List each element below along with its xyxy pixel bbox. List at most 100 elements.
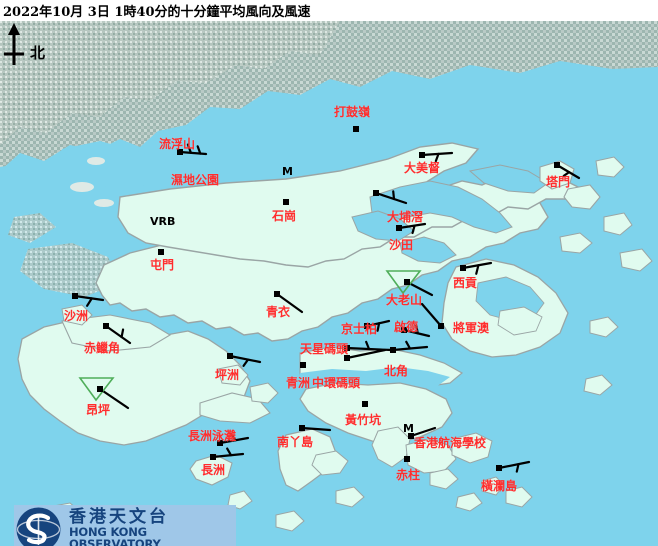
station-marker[interactable]	[344, 345, 350, 351]
station-marker[interactable]	[404, 456, 410, 462]
station-marker[interactable]	[554, 162, 560, 168]
station-label: 沙田	[389, 238, 414, 252]
north-label: 北	[30, 44, 46, 62]
station-label: 坪洲	[215, 368, 240, 382]
hko-badge-icon	[14, 505, 63, 546]
wind-barb	[373, 190, 408, 205]
station-label: 中環碼頭	[312, 376, 361, 390]
station-marker[interactable]	[283, 199, 289, 205]
wind-barb-layer	[72, 126, 581, 473]
station-label: 西貢	[453, 276, 478, 290]
station-marker[interactable]	[390, 347, 396, 353]
station-label: 長洲泳灘	[188, 429, 237, 443]
station-marker[interactable]	[460, 265, 466, 271]
station-marker[interactable]	[419, 152, 425, 158]
station-label: 黃竹坑	[345, 413, 382, 427]
station-label: 橫瀾島	[481, 479, 518, 493]
station-marker[interactable]	[364, 323, 370, 329]
wind-barb	[420, 302, 444, 329]
title-bar: 2022年10月 3日 1時40分的十分鐘平均風向及風速	[0, 0, 658, 21]
station-marker[interactable]	[97, 386, 103, 392]
hko-name-en: HONG KONG OBSERVATORY	[69, 524, 161, 546]
station-label: 沙洲	[64, 309, 89, 323]
station-label: 大美督	[404, 161, 441, 175]
station-label: 流浮山	[159, 137, 196, 151]
wind-barb	[362, 401, 368, 407]
station-marker[interactable]	[299, 425, 305, 431]
map-canvas[interactable]: 北 流浮山 濕地公園 打鼓嶺 石崗 M 屯門 VRB 大美督 塔門 大埔滘 沙田 西貢 大老山 將軍澳 青衣…	[0, 21, 658, 546]
pennant-icon	[385, 270, 422, 295]
station-marker[interactable]	[408, 433, 414, 439]
station-label: 濕地公園	[171, 173, 220, 187]
station-label: 啟德	[394, 320, 419, 334]
station-label: 塔門	[546, 175, 571, 189]
station-code: M	[403, 422, 414, 435]
station-label: 長洲	[201, 463, 226, 477]
station-label: 青衣	[266, 305, 291, 319]
hko-name-zh: 香港天文台	[69, 506, 169, 527]
station-marker[interactable]	[344, 355, 350, 361]
wind-barb	[401, 324, 431, 338]
wind-barb	[210, 447, 245, 460]
station-marker[interactable]	[274, 291, 280, 297]
wind-barb	[353, 126, 359, 132]
hko-logo[interactable]: 香港天文台 HONG KONG OBSERVATORY	[14, 505, 236, 546]
wind-barb	[299, 425, 332, 432]
station-label: 石崗	[272, 209, 297, 223]
station-marker[interactable]	[103, 323, 109, 329]
station-label: 將軍澳	[453, 321, 490, 335]
wind-barb	[103, 323, 132, 345]
wind-barb	[177, 149, 183, 155]
north-arrow-icon	[4, 23, 24, 65]
station-label: 大埔滘	[387, 210, 424, 224]
station-marker[interactable]	[373, 190, 379, 196]
station-code: VRB	[150, 215, 176, 228]
station-label: 香港航海學校	[414, 436, 487, 450]
wind-barb	[496, 460, 531, 473]
station-marker[interactable]	[210, 454, 216, 460]
wind-barb	[408, 426, 437, 439]
wind-barb	[364, 319, 391, 332]
station-marker[interactable]	[217, 440, 223, 446]
wind-barb	[78, 377, 130, 410]
station-marker[interactable]	[158, 249, 164, 255]
wind-barb	[274, 291, 304, 314]
station-label: 赤柱	[396, 468, 421, 482]
wind-barb	[158, 249, 164, 255]
station-label: 昂坪	[86, 403, 111, 417]
station-marker[interactable]	[362, 401, 368, 407]
station-marker[interactable]	[227, 353, 233, 359]
station-marker[interactable]	[396, 225, 402, 231]
wind-barb	[554, 162, 581, 180]
station-marker[interactable]	[300, 362, 306, 368]
station-label: 南丫島	[277, 435, 314, 449]
station-label: 京士柏	[341, 322, 378, 336]
wind-barb	[283, 199, 289, 205]
map-geography	[0, 21, 658, 546]
station-marker[interactable]	[401, 327, 407, 333]
station-marker[interactable]	[72, 293, 78, 299]
wind-barb	[344, 348, 387, 361]
wind-barb	[396, 222, 427, 235]
station-label: 屯門	[150, 258, 175, 272]
wind-barb	[404, 456, 410, 462]
station-marker[interactable]	[438, 323, 444, 329]
station-marker[interactable]	[353, 126, 359, 132]
pennant-icon	[78, 377, 115, 402]
station-marker[interactable]	[496, 465, 502, 471]
station-label: 天星碼頭	[300, 342, 349, 356]
station-code: M	[282, 165, 293, 178]
station-label: 青洲	[286, 376, 311, 390]
wind-barb	[460, 261, 493, 275]
page-title: 2022年10月 3日 1時40分的十分鐘平均風向及風速	[3, 5, 311, 20]
station-marker[interactable]	[177, 149, 183, 155]
wind-barb	[390, 340, 429, 353]
station-marker[interactable]	[404, 279, 410, 285]
station-label: 大老山	[386, 293, 423, 307]
wind-barb	[385, 270, 434, 297]
wind-barb	[300, 362, 306, 368]
station-label: 赤鱲角	[84, 341, 121, 355]
wind-barb	[217, 432, 250, 446]
hko-text-block: 香港天文台 HONG KONG OBSERVATORY	[63, 506, 236, 546]
